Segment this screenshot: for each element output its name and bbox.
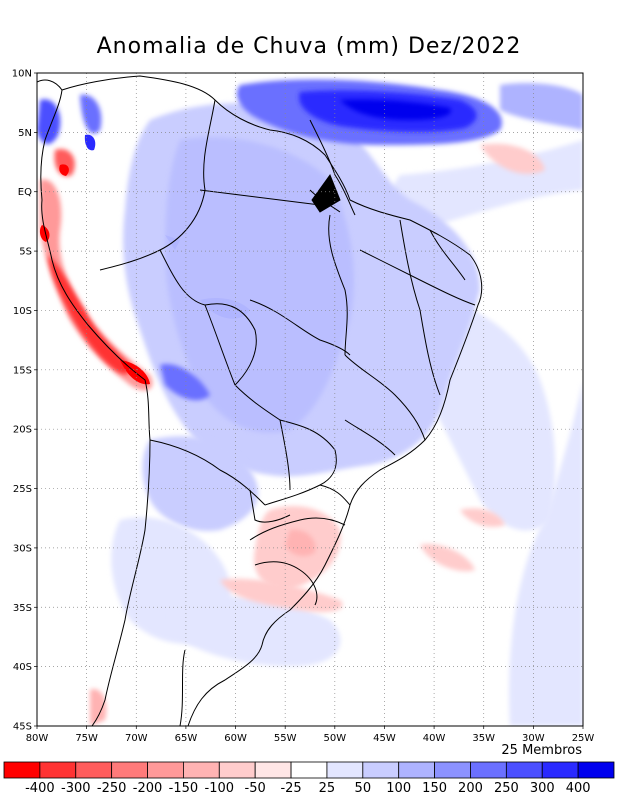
lat-tick-label: 5S bbox=[19, 247, 32, 258]
lat-tick-label: 30S bbox=[13, 543, 32, 554]
colorbar-label: -400 bbox=[25, 781, 55, 796]
lon-tick-label: 45W bbox=[373, 733, 396, 744]
lat-tick-label: EQ bbox=[18, 187, 32, 198]
lon-tick-label: 70W bbox=[125, 733, 148, 744]
colorbar-label: 25 bbox=[319, 781, 336, 796]
map-frame bbox=[36, 72, 584, 727]
colorbar-swatch bbox=[3, 761, 41, 779]
lon-tick-label: 50W bbox=[324, 733, 347, 744]
colorbar: -400 -300 -250 -200 -150 -100 -50 -25 25 50 100 150… bbox=[3, 761, 615, 796]
lon-tick-label: 30W bbox=[522, 733, 545, 744]
lat-tick-label: 25S bbox=[13, 484, 32, 495]
colorbar-label: -100 bbox=[205, 781, 235, 796]
lon-tick-label: 40W bbox=[423, 733, 446, 744]
lat-tick-labels: 10N 5N EQ 5S 10S 15S 20S 25S 30S 35S 40S 45S bbox=[12, 69, 32, 733]
lat-tick-label: 45S bbox=[13, 722, 32, 733]
colorbar-swatch bbox=[398, 761, 435, 779]
colorbar-swatch bbox=[505, 761, 543, 779]
colorbar-swatch bbox=[39, 761, 77, 779]
colorbar-swatch bbox=[75, 761, 113, 779]
lat-tick-label: 35S bbox=[13, 603, 32, 614]
colorbar-label: 200 bbox=[458, 781, 483, 796]
lon-tick-label: 55W bbox=[274, 733, 297, 744]
colorbar-label: -150 bbox=[169, 781, 199, 796]
colorbar-swatch bbox=[147, 761, 184, 779]
colorbar-label: 400 bbox=[566, 781, 591, 796]
colorbar-swatch bbox=[254, 761, 292, 779]
grid-lines bbox=[34, 72, 584, 729]
lat-tick-label: 20S bbox=[13, 425, 32, 436]
lat-tick-label: 40S bbox=[13, 662, 32, 673]
colorbar-label: 150 bbox=[422, 781, 447, 796]
colorbar-label: -50 bbox=[245, 781, 266, 796]
lon-tick-label: 80W bbox=[26, 733, 49, 744]
colorbar-swatch bbox=[290, 761, 328, 779]
lon-tick-labels: 80W 75W 70W 65W 60W 55W 50W 45W 40W 35W 30W 25W bbox=[26, 733, 595, 744]
lat-tick-label: 5N bbox=[18, 128, 32, 139]
colorbar-swatch bbox=[434, 761, 471, 779]
colorbar-label: 100 bbox=[386, 781, 411, 796]
country-borders bbox=[37, 75, 483, 726]
lon-tick-label: 25W bbox=[572, 733, 595, 744]
lon-tick-label: 60W bbox=[224, 733, 247, 744]
colorbar-swatch bbox=[326, 761, 364, 779]
colorbar-swatch bbox=[577, 761, 615, 779]
colorbar-swatch bbox=[541, 761, 579, 779]
colorbar-swatch bbox=[362, 761, 400, 779]
map-title: Anomalia de Chuva (mm) Dez/2022 bbox=[96, 34, 522, 59]
anomaly-field bbox=[37, 73, 583, 726]
colorbar-swatch bbox=[218, 761, 256, 779]
lon-tick-label: 35W bbox=[472, 733, 495, 744]
colorbar-label: -300 bbox=[61, 781, 91, 796]
colorbar-label: 300 bbox=[530, 781, 555, 796]
lon-tick-label: 75W bbox=[75, 733, 98, 744]
colorbar-label: -25 bbox=[280, 781, 301, 796]
lat-tick-label: 10N bbox=[12, 69, 32, 80]
colorbar-swatch bbox=[111, 761, 148, 779]
colorbar-swatch bbox=[183, 761, 220, 779]
lat-tick-label: 15S bbox=[13, 365, 32, 376]
lon-tick-label: 65W bbox=[175, 733, 198, 744]
colorbar-label: 50 bbox=[355, 781, 372, 796]
colorbar-label: -200 bbox=[133, 781, 163, 796]
members-label: 25 Membros bbox=[501, 743, 582, 758]
colorbar-label: 250 bbox=[494, 781, 519, 796]
colorbar-swatch bbox=[470, 761, 507, 779]
lat-tick-label: 10S bbox=[13, 306, 32, 317]
colorbar-label: -250 bbox=[97, 781, 127, 796]
